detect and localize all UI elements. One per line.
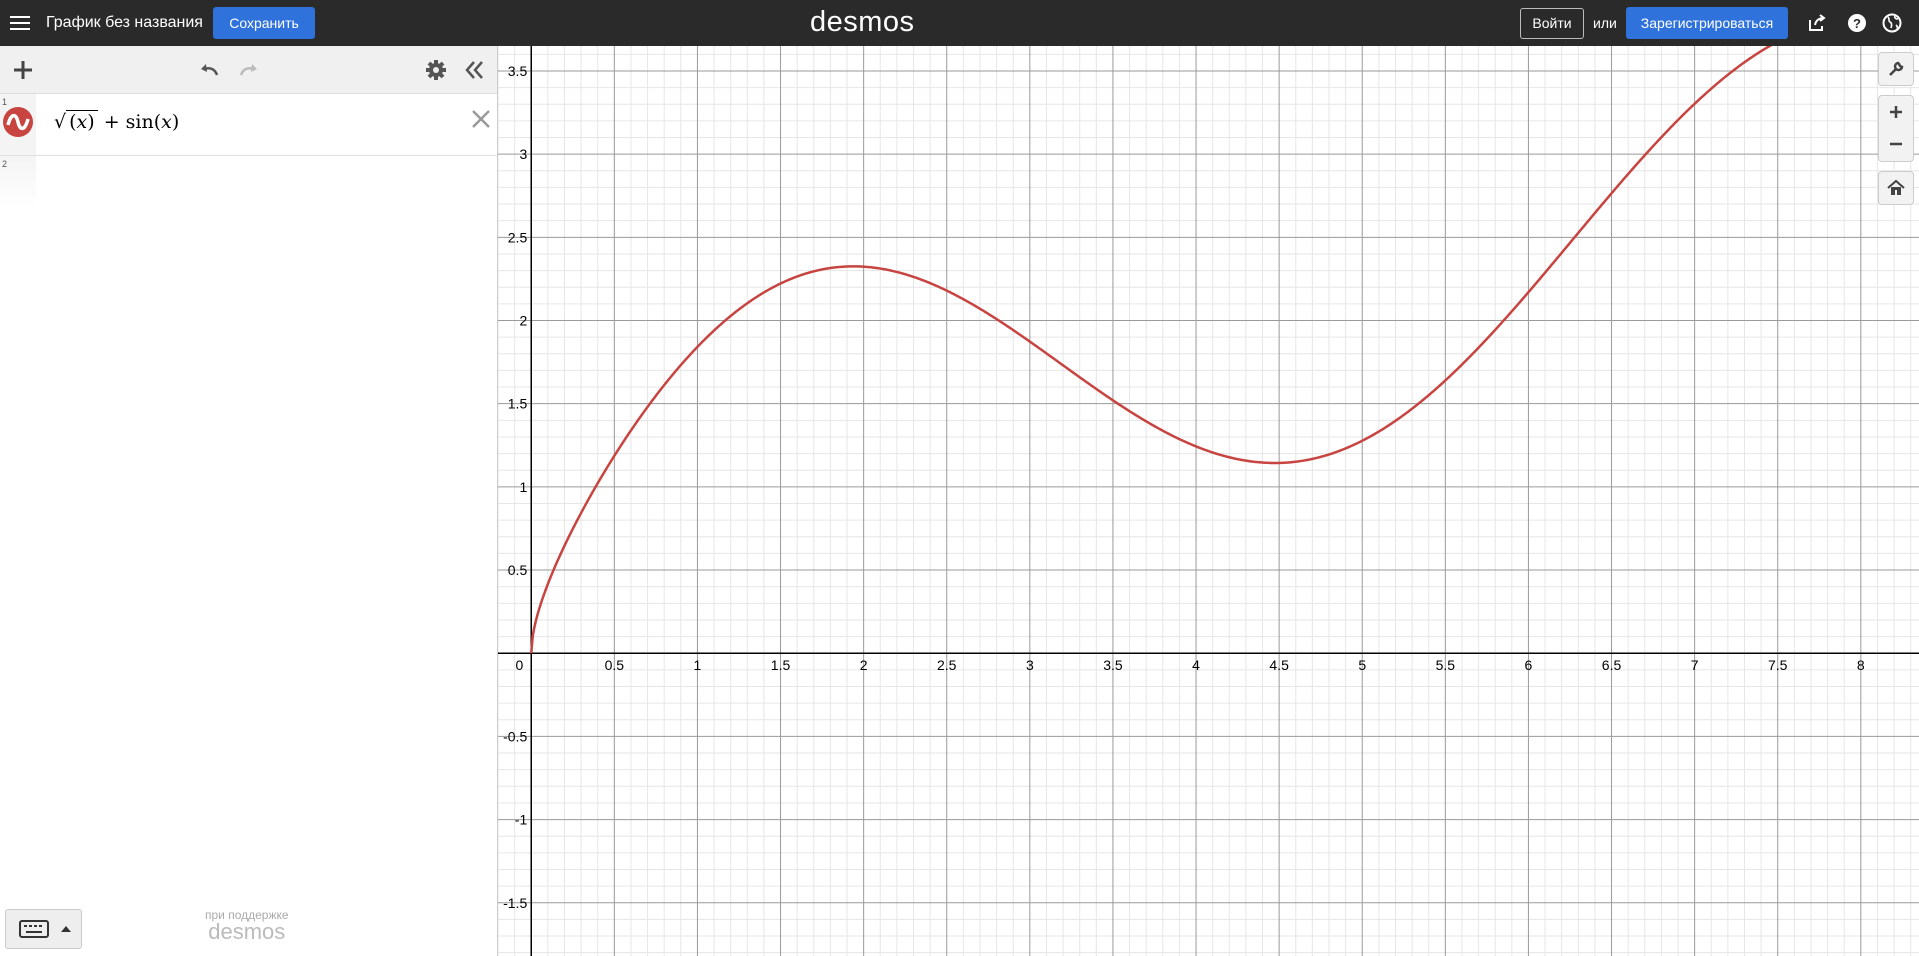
expression-number: 1 bbox=[2, 97, 8, 107]
default-view-button[interactable] bbox=[1878, 171, 1914, 205]
y-tick-label: 2 bbox=[519, 312, 527, 328]
function-curve[interactable] bbox=[529, 46, 1919, 654]
x-tick-label: 8 bbox=[1857, 657, 1865, 673]
x-tick-label: 2 bbox=[860, 657, 868, 673]
x-tick-labels: 0 0.5 1 1.5 2 2.5 3 3.5 4 4.5 5 5.5 6 6.5 7 7.5 8 bbox=[515, 657, 1864, 673]
top-bar: График без названия Сохранить desmos Вой… bbox=[0, 0, 1919, 46]
zoom-out-icon bbox=[1890, 142, 1902, 146]
x-tick-label: 5 bbox=[1358, 657, 1366, 673]
y-tick-label: 3.5 bbox=[508, 63, 528, 79]
y-tick-label: 1 bbox=[519, 479, 527, 495]
expression-formula[interactable]: √ (x) + sin(x) bbox=[54, 110, 180, 133]
graph-color-icon[interactable] bbox=[3, 107, 33, 137]
major-gridlines bbox=[498, 46, 1919, 956]
settings-icon[interactable] bbox=[424, 58, 448, 82]
powered-by-logo: desmos bbox=[208, 919, 286, 944]
expression-item-empty[interactable]: 2 bbox=[0, 156, 497, 208]
add-icon[interactable] bbox=[11, 58, 35, 82]
undo-icon[interactable] bbox=[197, 58, 221, 82]
x-tick-label: 3 bbox=[1026, 657, 1034, 673]
desmos-logo: desmos bbox=[810, 6, 915, 38]
expression-number: 2 bbox=[2, 159, 8, 169]
y-tick-label: 1.5 bbox=[508, 396, 528, 412]
collapse-icon[interactable] bbox=[462, 58, 486, 82]
graph-title[interactable]: График без названия bbox=[46, 14, 203, 31]
or-text: или bbox=[1593, 15, 1617, 31]
powered-by[interactable]: при поддержке desmos bbox=[205, 908, 289, 945]
share-icon[interactable] bbox=[1807, 13, 1827, 33]
x-tick-label: 3.5 bbox=[1103, 657, 1123, 673]
x-tick-label: 4.5 bbox=[1269, 657, 1289, 673]
y-tick-label: 2.5 bbox=[508, 229, 528, 245]
zoom-in-button[interactable] bbox=[1878, 95, 1914, 129]
x-tick-label: 1 bbox=[694, 657, 702, 673]
x-tick-label: 7.5 bbox=[1768, 657, 1788, 673]
x-tick-label: 0 bbox=[515, 657, 523, 673]
x-tick-label: 6 bbox=[1525, 657, 1533, 673]
save-button[interactable]: Сохранить bbox=[213, 7, 315, 39]
svg-text:?: ? bbox=[1853, 16, 1861, 31]
axes bbox=[498, 46, 1919, 956]
wrench-icon bbox=[1889, 61, 1904, 76]
x-tick-label: 7 bbox=[1691, 657, 1699, 673]
zoom-in-icon bbox=[1890, 106, 1902, 118]
x-tick-label: 1.5 bbox=[771, 657, 791, 673]
login-button[interactable]: Войти bbox=[1520, 8, 1584, 39]
expression-item[interactable]: 1 √ (x) + sin(x) bbox=[0, 94, 497, 156]
delete-expression-icon[interactable] bbox=[470, 108, 492, 130]
y-tick-label: -1.5 bbox=[503, 895, 527, 911]
x-tick-label: 0.5 bbox=[605, 657, 625, 673]
home-icon bbox=[1887, 179, 1905, 195]
x-tick-label: 4 bbox=[1192, 657, 1200, 673]
y-tick-label: 3 bbox=[519, 146, 527, 162]
expression-gutter: 1 bbox=[0, 94, 36, 155]
minor-gridlines bbox=[498, 46, 1919, 956]
y-tick-label: -1 bbox=[515, 812, 528, 828]
y-tick-label: 0.5 bbox=[508, 562, 528, 578]
signup-button[interactable]: Зарегистрироваться bbox=[1626, 7, 1788, 39]
menu-icon[interactable] bbox=[10, 13, 30, 33]
x-tick-label: 6.5 bbox=[1602, 657, 1622, 673]
expression-gutter: 2 bbox=[0, 156, 36, 208]
graph-canvas[interactable]: 0 0.5 1 1.5 2 2.5 3 3.5 4 4.5 5 5.5 6 6.5 7 7.5 8 -1.5 -1… bbox=[498, 46, 1919, 956]
redo-icon[interactable] bbox=[237, 58, 261, 82]
keyboard-icon bbox=[19, 920, 71, 938]
x-tick-label: 2.5 bbox=[937, 657, 957, 673]
expression-panel: 1 √ (x) + sin(x) 2 при поддержке desmos bbox=[0, 46, 498, 956]
x-tick-label: 5.5 bbox=[1436, 657, 1456, 673]
y-tick-label: -0.5 bbox=[503, 728, 527, 744]
keypad-toggle-button[interactable] bbox=[5, 909, 82, 949]
graph-svg[interactable]: 0 0.5 1 1.5 2 2.5 3 3.5 4 4.5 5 5.5 6 6.5 7 7.5 8 -1.5-1… bbox=[498, 46, 1919, 956]
zoom-out-button[interactable] bbox=[1878, 128, 1914, 162]
graph-settings-button[interactable] bbox=[1878, 52, 1914, 86]
language-icon[interactable] bbox=[1882, 13, 1902, 33]
powered-by-label: при поддержке bbox=[205, 908, 289, 922]
y-tick-labels: -1.5 -1 -0.5 0.5 1 1.5 2 2.5 3 3.5 bbox=[503, 63, 527, 911]
help-icon[interactable]: ? bbox=[1847, 13, 1867, 33]
expression-toolbar bbox=[0, 46, 497, 94]
